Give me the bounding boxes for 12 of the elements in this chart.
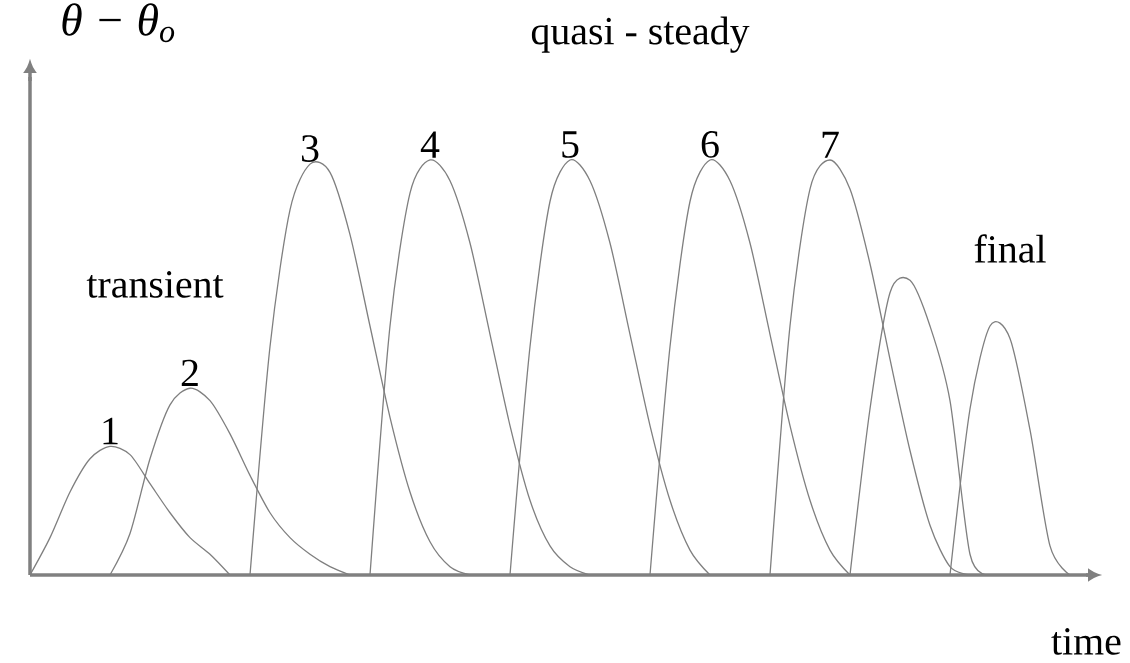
y-axis-title: θ − θ$_{o}$ bbox=[62, 3, 175, 43]
text: quasi - steady bbox=[531, 16, 750, 53]
annotation: final bbox=[974, 234, 1046, 263]
x-axis-title: time bbox=[1051, 628, 1121, 655]
series-label: 1 bbox=[103, 417, 118, 445]
annotation: transient bbox=[86, 271, 224, 298]
series-label: 3 bbox=[301, 135, 319, 162]
series-label: 5 bbox=[562, 131, 579, 158]
series-label: 2 bbox=[181, 359, 198, 387]
series-label: 4 bbox=[420, 131, 440, 158]
series-label: 7 bbox=[822, 131, 839, 158]
series-label: 6 bbox=[701, 131, 719, 158]
